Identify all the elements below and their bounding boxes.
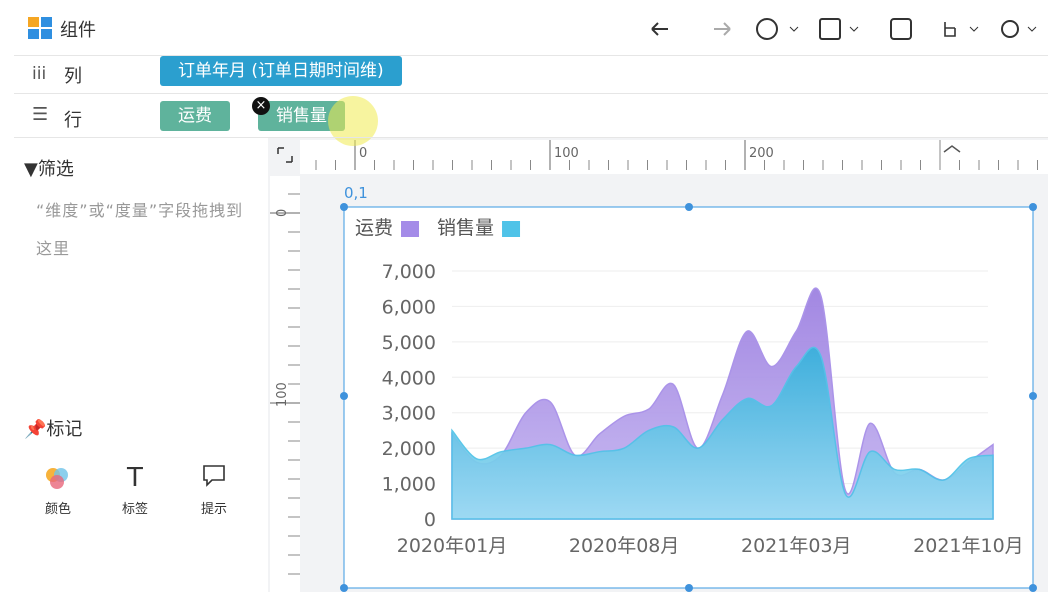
y-tick-label: 6,000 [382, 296, 436, 318]
column-field[interactable]: 订单年月 (订单日期时间维) [160, 56, 402, 86]
ruler-corner [277, 147, 293, 163]
x-tick-label: 2021年10月 [913, 535, 1024, 557]
preview[interactable] [890, 18, 912, 40]
rows-label: 行 [64, 110, 82, 131]
selection-label: 0,1 [344, 184, 368, 202]
mark-item[interactable]: 提示 [200, 502, 227, 517]
y-tick-label: 2,000 [382, 438, 436, 460]
undo[interactable] [651, 22, 668, 36]
toolbar: 组件 [0, 0, 1048, 58]
legend-label: 运费 [355, 217, 393, 239]
area [451, 346, 994, 520]
remove-field[interactable]: × [252, 97, 270, 115]
save[interactable] [819, 18, 841, 40]
settings[interactable] [1001, 20, 1019, 38]
mark-item[interactable]: 颜色 [44, 502, 71, 517]
chart-frame[interactable] [343, 206, 1034, 589]
columns-icon: iii [32, 64, 47, 84]
y-tick-label: 0 [424, 509, 436, 531]
ruler-label: 200 [749, 146, 774, 161]
filter-placeholder: “维度”或“度量”字段拖拽到这里 [36, 201, 244, 258]
redo[interactable] [714, 22, 731, 36]
mark-item[interactable]: 标签 [121, 502, 148, 517]
ruler-label: 100 [554, 146, 579, 161]
row-field[interactable]: 运费 [160, 101, 230, 131]
marks-title: 📌标记 [24, 419, 83, 440]
cursor-highlight [328, 96, 378, 146]
x-tick-label: 2020年01月 [397, 535, 508, 557]
app-icon [28, 17, 52, 39]
y-tick-label: 4,000 [382, 367, 436, 389]
y-tick-label: 5,000 [382, 332, 436, 354]
legend-swatch [401, 221, 420, 237]
collapse-icon[interactable] [943, 145, 961, 153]
toolbar-icons [651, 18, 1037, 40]
hand[interactable] [944, 22, 956, 37]
mark-icons: T [46, 463, 225, 492]
columns-label: 列 [64, 66, 82, 87]
row-field[interactable]: 销售量 [258, 101, 345, 131]
x-tick-label: 2021年03月 [741, 535, 852, 557]
filter-title: ▼筛选 [24, 159, 74, 180]
ruler-label: 0 [359, 146, 367, 161]
refresh[interactable] [756, 18, 778, 40]
y-tick-label: 3,000 [382, 403, 436, 425]
y-tick-label: 7,000 [382, 261, 436, 283]
svg-text:T: T [126, 463, 143, 492]
toolbar-title: 组件 [60, 20, 96, 41]
h-ruler [300, 140, 1048, 174]
x-tick-label: 2020年08月 [569, 535, 680, 557]
legend-swatch [502, 221, 521, 237]
filter-title-text: 筛选 [37, 159, 74, 180]
ruler-label: 100 [275, 382, 290, 407]
rows-icon: ☰ [32, 104, 49, 125]
legend-label: 销售量 [437, 217, 494, 239]
handles [340, 203, 1037, 592]
y-tick-label: 1,000 [382, 474, 436, 496]
ruler-label: 0 [275, 209, 290, 217]
marks-title-text: 标记 [46, 419, 83, 440]
